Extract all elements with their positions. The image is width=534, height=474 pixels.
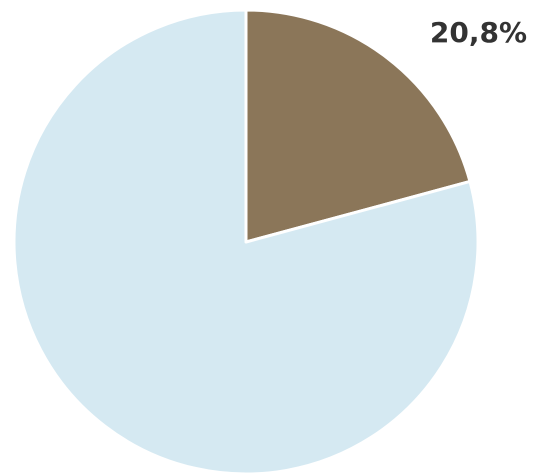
- value-label: 20,8%: [430, 16, 527, 49]
- pie-slice: [12, 8, 480, 474]
- pie-slice: [244, 8, 472, 244]
